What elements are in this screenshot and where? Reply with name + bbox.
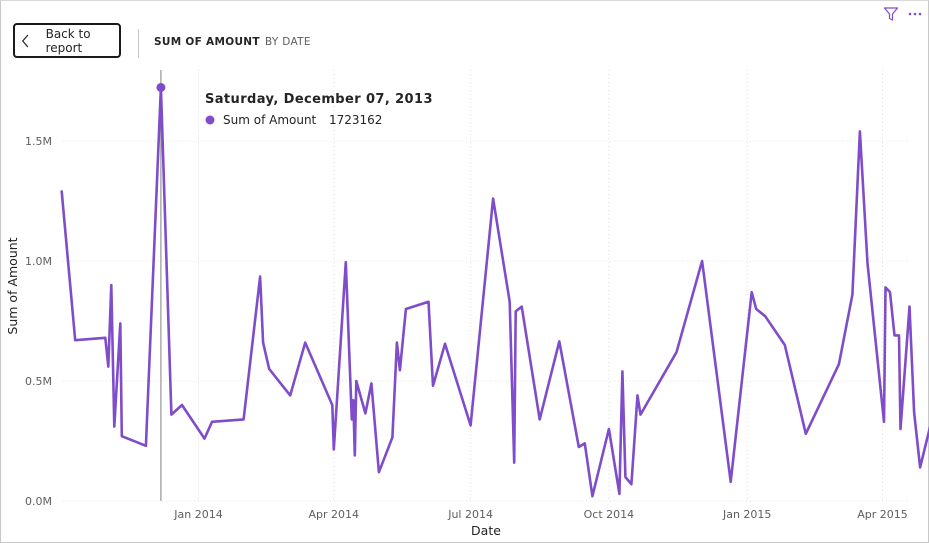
x-tick-label: Apr 2014	[309, 508, 360, 521]
x-tick-label: Oct 2014	[584, 508, 635, 521]
tooltip-value: 1723162	[329, 113, 382, 127]
x-tick-label: Jul 2014	[447, 508, 493, 521]
y-tick-label: 0.0M	[25, 495, 52, 508]
tooltip: Saturday, December 07, 2013 Sum of Amoun…	[205, 92, 433, 127]
x-tick-label: Apr 2015	[857, 508, 908, 521]
tooltip-legend-marker	[205, 115, 215, 125]
highlight-point[interactable]	[156, 82, 166, 92]
tab-by-date[interactable]: BY DATE	[265, 36, 311, 48]
filter-icon[interactable]	[883, 6, 899, 22]
series-polyline	[60, 86, 929, 498]
back-to-report-button[interactable]: Back to report	[13, 23, 121, 58]
x-tick-label: Jan 2015	[722, 508, 771, 521]
y-axis: 0.0M 0.5M 1.0M 1.5M	[25, 135, 52, 508]
header-divider	[138, 29, 139, 58]
tab-sum-of-amount[interactable]: SUM OF AMOUNT	[154, 36, 260, 48]
x-tick-label: Jan 2014	[173, 508, 222, 521]
y-tick-label: 0.5M	[25, 375, 52, 388]
tooltip-series-label: Sum of Amount	[223, 113, 317, 127]
gridlines	[62, 70, 910, 502]
back-to-report-label: Back to report	[45, 26, 91, 55]
y-axis-title: Sum of Amount	[5, 237, 20, 334]
more-options-icon[interactable]	[907, 6, 923, 22]
x-axis-title: Date	[471, 523, 501, 538]
y-tick-label: 1.0M	[25, 255, 52, 268]
chevron-left-icon	[21, 34, 29, 47]
tooltip-title: Saturday, December 07, 2013	[205, 92, 433, 107]
series-line	[60, 86, 929, 498]
y-tick-label: 1.5M	[25, 135, 52, 148]
x-axis: Jan 2014 Apr 2014 Jul 2014 Oct 2014 Jan 2015…	[173, 508, 907, 521]
